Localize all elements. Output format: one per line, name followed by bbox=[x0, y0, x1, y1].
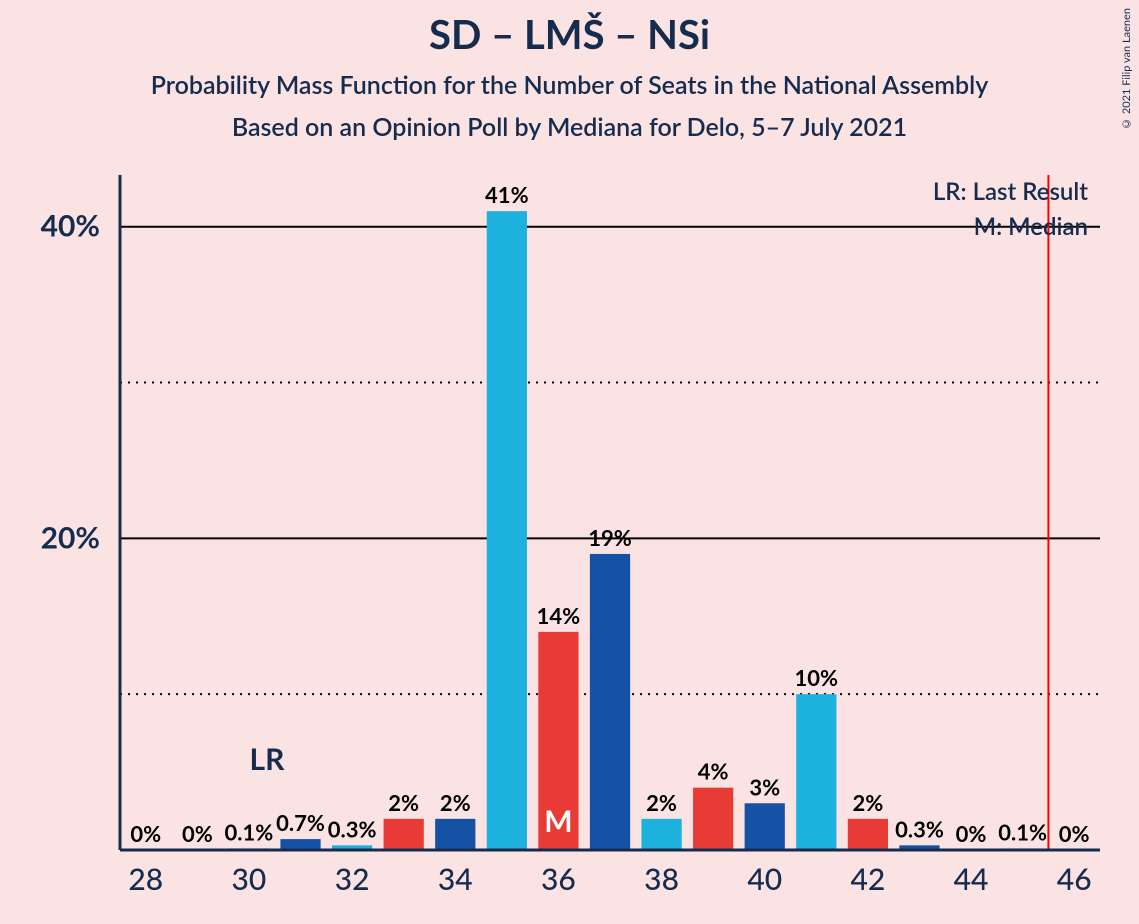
bar bbox=[641, 819, 681, 850]
bar-value-label: 2% bbox=[388, 789, 419, 816]
chart-title: SD – LMŠ – NSi bbox=[0, 10, 1139, 58]
y-tick-label: 20% bbox=[41, 519, 100, 555]
chart-svg: 20%40%0%0%0.1%0.7%0.3%2%2%41%14%19%2%4%3… bbox=[0, 160, 1139, 924]
median-marker: M bbox=[544, 803, 572, 839]
bar-value-label: 0.3% bbox=[895, 815, 944, 842]
x-tick-label: 36 bbox=[541, 861, 576, 897]
bar bbox=[796, 694, 836, 850]
x-tick-label: 32 bbox=[335, 861, 370, 897]
bar-value-label: 2% bbox=[440, 789, 471, 816]
x-tick-label: 40 bbox=[747, 861, 782, 897]
bar-value-label: 0% bbox=[1059, 820, 1090, 847]
bar-value-label: 19% bbox=[588, 524, 632, 551]
x-tick-label: 46 bbox=[1057, 861, 1092, 897]
bar bbox=[848, 819, 888, 850]
bar-value-label: 3% bbox=[749, 773, 780, 800]
chart-subtitle-1: Probability Mass Function for the Number… bbox=[0, 70, 1139, 100]
bar-value-label: 0.7% bbox=[276, 809, 325, 836]
bar bbox=[693, 788, 733, 850]
bar-value-label: 10% bbox=[795, 664, 839, 691]
bar-value-label: 0% bbox=[130, 820, 161, 847]
x-tick-label: 38 bbox=[644, 861, 679, 897]
bar bbox=[280, 839, 320, 850]
x-tick-label: 34 bbox=[438, 861, 473, 897]
legend-last-result: LR: Last Result bbox=[933, 177, 1088, 206]
bar-value-label: 2% bbox=[852, 789, 883, 816]
copyright-text: © 2021 Filip van Laenen bbox=[1120, 8, 1133, 130]
bar-value-label: 14% bbox=[537, 602, 581, 629]
chart-subtitle-2: Based on an Opinion Poll by Mediana for … bbox=[0, 112, 1139, 142]
y-tick-label: 40% bbox=[41, 208, 100, 244]
bar bbox=[384, 819, 424, 850]
bar-value-label: 0.1% bbox=[998, 818, 1047, 845]
bar bbox=[487, 211, 527, 850]
bar-value-label: 0.1% bbox=[225, 818, 274, 845]
bar-value-label: 0% bbox=[956, 820, 987, 847]
bar-value-label: 4% bbox=[698, 758, 729, 785]
last-result-marker: LR bbox=[250, 741, 286, 777]
bar bbox=[590, 554, 630, 850]
bar bbox=[745, 803, 785, 850]
x-tick-label: 44 bbox=[954, 861, 989, 897]
x-tick-label: 42 bbox=[850, 861, 885, 897]
legend-median: M: Median bbox=[974, 212, 1088, 241]
chart-root: SD – LMŠ – NSi Probability Mass Function… bbox=[0, 0, 1139, 924]
bar-value-label: 2% bbox=[646, 789, 677, 816]
bar bbox=[435, 819, 475, 850]
bar-value-label: 41% bbox=[485, 181, 529, 208]
bar-value-label: 0.3% bbox=[328, 815, 377, 842]
x-tick-label: 28 bbox=[128, 861, 163, 897]
x-tick-label: 30 bbox=[232, 861, 267, 897]
bar-value-label: 0% bbox=[182, 820, 213, 847]
